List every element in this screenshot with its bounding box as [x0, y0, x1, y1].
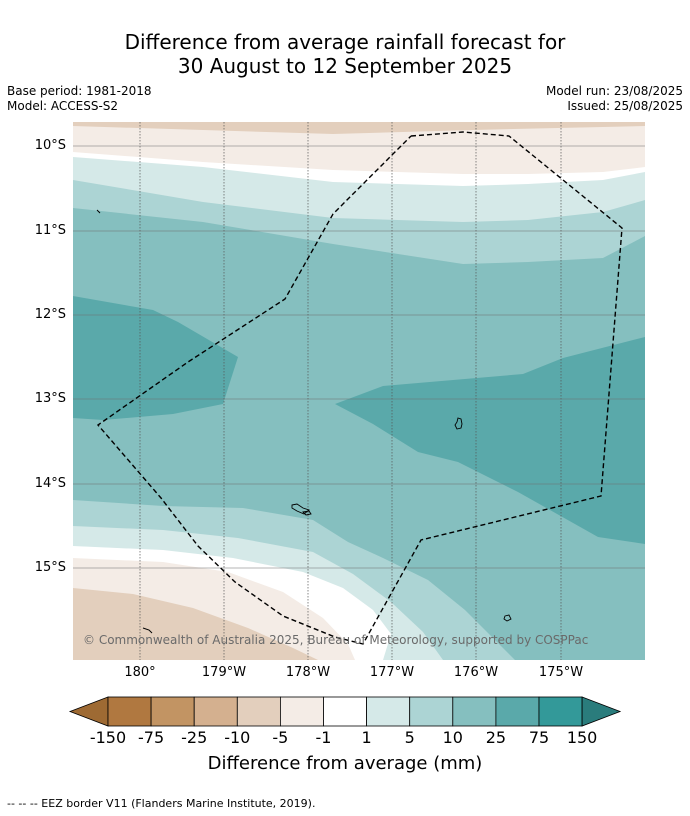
lon-label-176w: 176°W: [453, 665, 499, 680]
band-25-75-east: [335, 337, 645, 544]
colorbar-swatch: [366, 696, 411, 727]
model-run: Model run: 23/08/2025: [545, 84, 683, 98]
chart-title: Difference from average rainfall forecas…: [0, 30, 690, 78]
eez-border: [96, 131, 623, 645]
lat-label-10s: 10°S: [34, 138, 66, 153]
meta-left: Base period: 1981-2018 Model: ACCESS-S2: [7, 84, 152, 114]
colorbar-arrow-left: [68, 696, 109, 727]
lon-label-180: 180°: [124, 665, 156, 680]
colorbar: [68, 696, 622, 727]
lon-label-179w: 179°W: [201, 665, 247, 680]
issued-date: Issued: 25/08/2025: [567, 99, 683, 113]
colorbar-tick-label: -150: [89, 728, 127, 747]
colorbar-swatch: [107, 696, 152, 727]
lat-label-14s: 14°S: [34, 476, 66, 491]
island-reef-southwest: [142, 627, 153, 634]
colorbar-swatch: [193, 696, 238, 727]
lat-label-15s: 15°S: [34, 560, 66, 575]
colorbar-swatch: [236, 696, 281, 727]
colorbar-tick-label: -5: [272, 728, 289, 747]
lat-label-13s: 13°S: [34, 391, 66, 406]
island-reef-northwest: [96, 209, 101, 214]
colorbar-swatch: [150, 696, 195, 727]
base-period: Base period: 1981-2018: [7, 84, 152, 98]
colorbar-swatch: [452, 696, 497, 727]
lon-label-178w: 178°W: [285, 665, 331, 680]
band-minus10-minus5-top: [73, 122, 645, 134]
colorbar-tick-label: -75: [138, 728, 165, 747]
title-line-1: Difference from average rainfall forecas…: [124, 30, 566, 54]
colorbar-tick-label: 1: [361, 728, 372, 747]
lat-label-12s: 12°S: [34, 307, 66, 322]
lon-label-177w: 177°W: [369, 665, 415, 680]
colorbar-tick-label: 75: [528, 728, 550, 747]
island-southeast: [503, 614, 512, 622]
colorbar-tick-label: 10: [442, 728, 463, 747]
band-25-75-west: [73, 296, 238, 420]
meta-right: Model run: 23/08/2025 Issued: 25/08/2025: [546, 84, 683, 114]
colorbar-label: Difference from average (mm): [207, 753, 483, 774]
eez-legend-note: -- -- -- EEZ border V11 (Flanders Marine…: [7, 797, 316, 810]
colorbar-tick-label: -25: [181, 728, 208, 747]
colorbar-tick-label: 5: [404, 728, 415, 747]
copyright-notice: © Commonwealth of Australia 2025, Bureau…: [83, 633, 589, 647]
lon-label-175w: 175°W: [538, 665, 584, 680]
colorbar-tick-label: 25: [485, 728, 507, 747]
model-name: Model: ACCESS-S2: [7, 99, 119, 113]
island-futuna: [291, 503, 310, 515]
colorbar-swatch: [409, 696, 454, 727]
colorbar-arrow-right: [581, 696, 622, 727]
title-line-2: 30 August to 12 September 2025: [177, 54, 513, 78]
island-alofi: [302, 510, 312, 516]
band-minus10-minus5-bottom: [73, 588, 318, 660]
colorbar-tick-label: -10: [224, 728, 251, 747]
graticule-lat: [73, 145, 645, 569]
colorbar-swatch: [495, 696, 540, 727]
colorbar-swatch: [279, 696, 324, 727]
colorbar-swatch: [323, 696, 367, 727]
colorbar-tick-label: -1: [315, 728, 332, 747]
island-wallis: [454, 417, 463, 430]
lat-label-11s: 11°S: [34, 223, 66, 238]
rainfall-map: [73, 122, 645, 660]
colorbar-swatches: [68, 696, 622, 727]
colorbar-tick-label: 150: [566, 728, 598, 747]
colorbar-swatch: [538, 696, 583, 727]
